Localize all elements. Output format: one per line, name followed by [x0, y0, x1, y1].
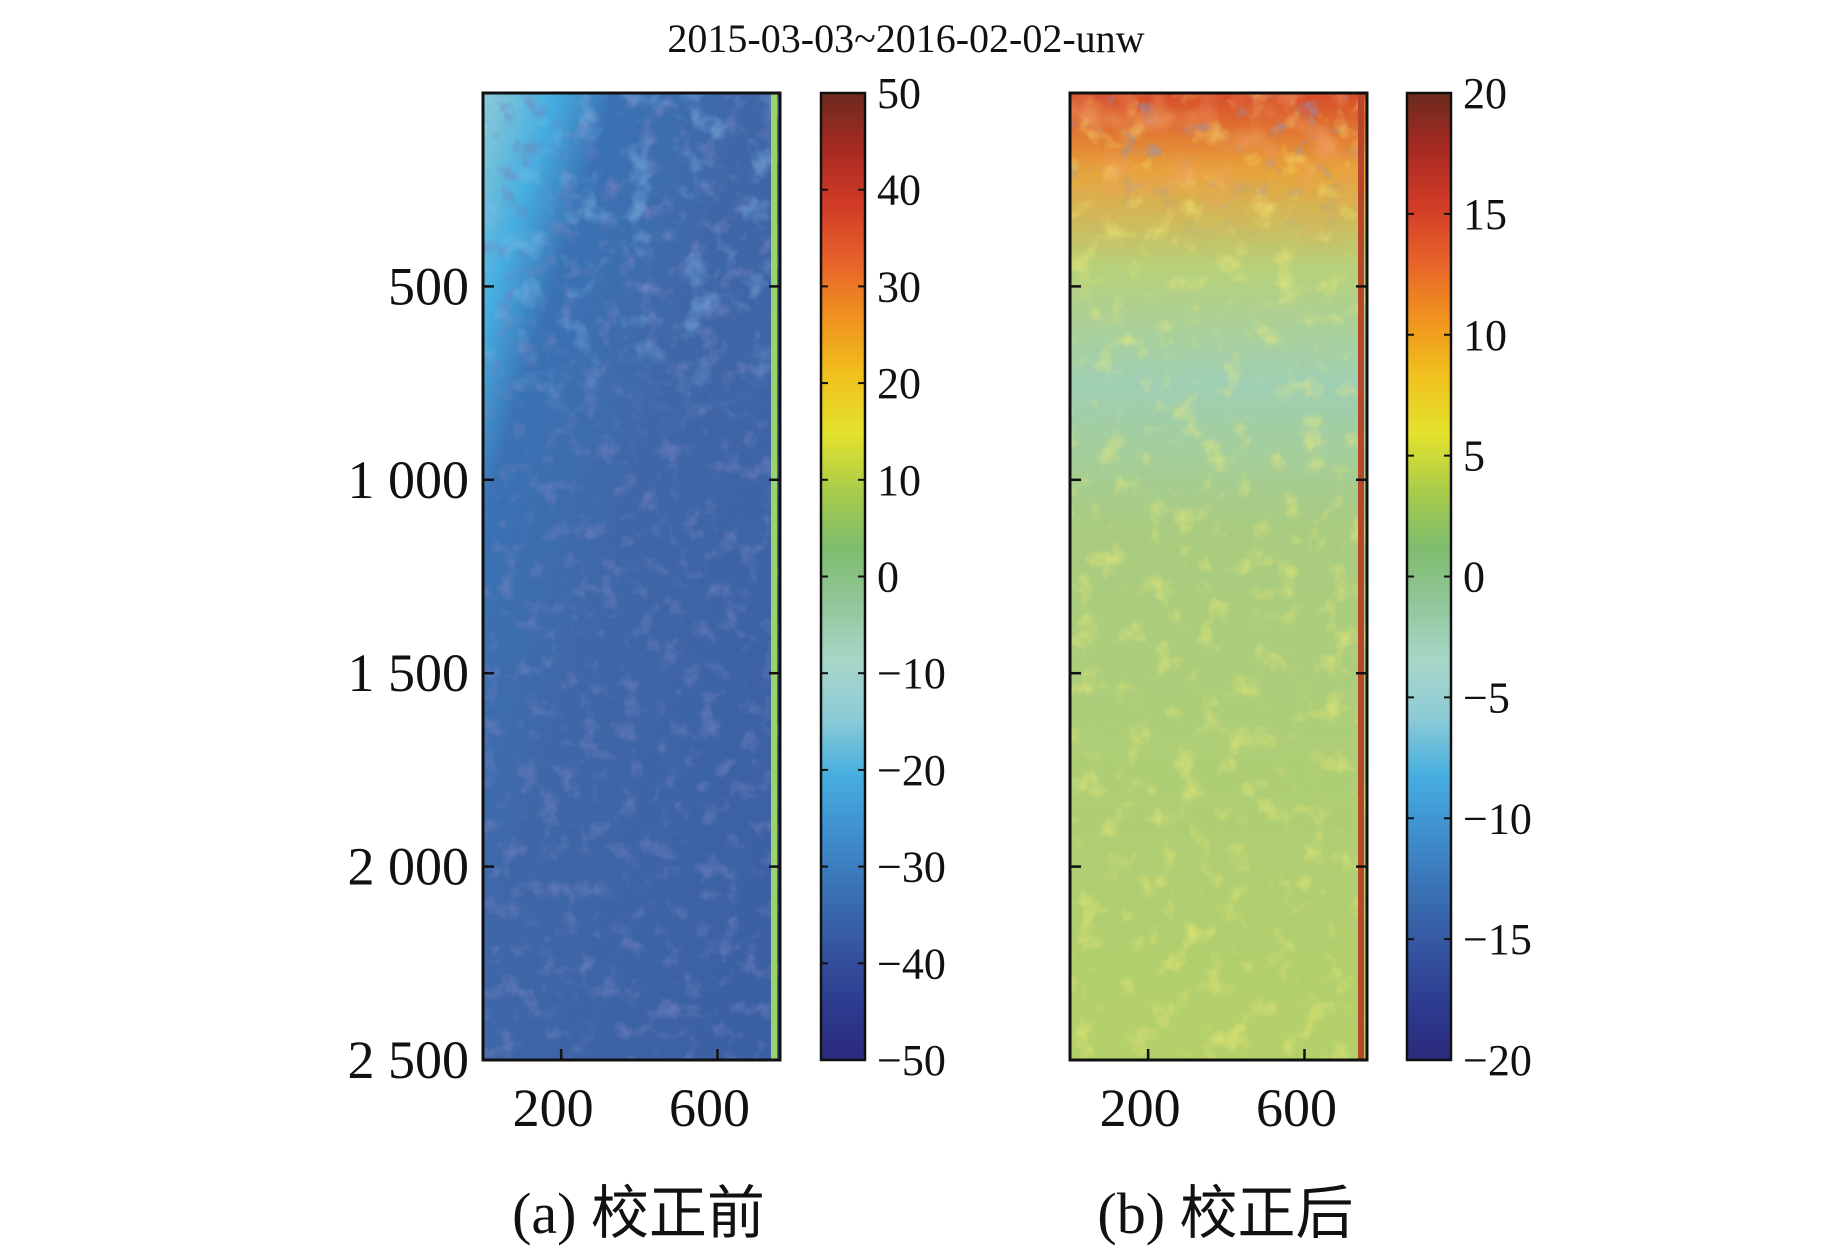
panel-a: 500 1 000 1 500 2 000 2 500 200 600 50 40 30 20 10 0… — [348, 69, 946, 1246]
edge-stripe — [771, 93, 777, 1060]
colorbar-tick-label: −10 — [1463, 794, 1532, 843]
y-tick-label: 1 000 — [348, 450, 470, 510]
x-tick-label: 200 — [1100, 1078, 1181, 1138]
x-tick-label: 200 — [513, 1078, 594, 1138]
colorbar-tick-label: 20 — [877, 359, 921, 408]
colorbar-tick-label: −15 — [1463, 915, 1532, 964]
colorbar-tick-label: −10 — [877, 649, 946, 698]
colorbar-tick-label: −5 — [1463, 673, 1510, 722]
panel-b: 200 600 20 15 10 5 0 −5 −10 −15 −20 (b) 校正后 — [1068, 69, 1532, 1246]
colorbar-tick-label: 15 — [1463, 190, 1507, 239]
edge-stripe — [1358, 93, 1364, 1060]
y-tick-label: 2 500 — [348, 1030, 470, 1090]
colorbar-tick-label: −20 — [877, 746, 946, 795]
colorbar-tick-label: 40 — [877, 166, 921, 215]
y-tick-label: 2 000 — [348, 837, 470, 897]
heatmap-image — [483, 93, 780, 1060]
colorbar-tick-label: 30 — [877, 262, 921, 311]
colorbar-tick-label: 50 — [877, 69, 921, 118]
colorbar-tick-label: −40 — [877, 939, 946, 988]
heatmap-frame — [1068, 91, 1369, 1062]
panel-caption: (b) 校正后 — [1097, 1181, 1353, 1246]
panel-caption: (a) 校正前 — [512, 1181, 765, 1246]
colorbar-tick-label: 20 — [1463, 69, 1507, 118]
y-tick-label: 500 — [388, 256, 469, 316]
y-tick-label: 1 500 — [348, 643, 470, 703]
colorbar-tick-label: 0 — [877, 553, 899, 602]
x-tick-label: 600 — [669, 1078, 750, 1138]
figure-title: 2015-03-03~2016-02-02-unw — [667, 16, 1144, 61]
colorbar-tick-label: −50 — [877, 1036, 946, 1085]
colorbar-tick-label: 5 — [1463, 432, 1485, 481]
colorbar-tick-label: 10 — [1463, 311, 1507, 360]
colorbar-tick-label: 0 — [1463, 553, 1485, 602]
colorbar-tick-label: −30 — [877, 843, 946, 892]
colorbar-tick-label: 10 — [877, 456, 921, 505]
x-tick-label: 600 — [1256, 1078, 1337, 1138]
colorbar-tick-label: −20 — [1463, 1036, 1532, 1085]
heatmap-image — [1070, 93, 1367, 1060]
heatmap-frame — [481, 91, 782, 1062]
